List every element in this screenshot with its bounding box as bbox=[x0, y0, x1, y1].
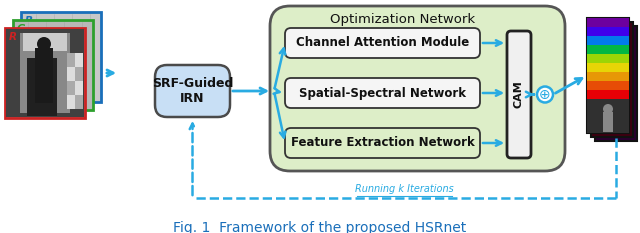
Text: Running k Iterations: Running k Iterations bbox=[355, 184, 454, 194]
Bar bbox=[20, 33, 70, 113]
Bar bbox=[603, 112, 613, 132]
Text: SRF-Guided
IRN: SRF-Guided IRN bbox=[152, 77, 233, 105]
Text: Optimization Network: Optimization Network bbox=[330, 13, 475, 25]
FancyBboxPatch shape bbox=[507, 31, 531, 158]
Bar bbox=[587, 36, 629, 45]
FancyBboxPatch shape bbox=[270, 6, 565, 171]
FancyBboxPatch shape bbox=[285, 28, 480, 58]
Text: R: R bbox=[9, 32, 17, 42]
Bar bbox=[587, 27, 629, 36]
FancyBboxPatch shape bbox=[285, 78, 480, 108]
Bar bbox=[591, 22, 633, 137]
Bar bbox=[75, 81, 83, 95]
Bar bbox=[67, 95, 75, 109]
Bar bbox=[587, 18, 629, 133]
Bar bbox=[587, 63, 629, 72]
Text: Fig. 1  Framework of the proposed HSRnet: Fig. 1 Framework of the proposed HSRnet bbox=[173, 221, 467, 233]
Bar bbox=[587, 72, 629, 81]
Circle shape bbox=[37, 37, 51, 51]
Text: Feature Extraction Network: Feature Extraction Network bbox=[291, 137, 474, 150]
Bar bbox=[587, 45, 629, 54]
FancyBboxPatch shape bbox=[155, 65, 230, 117]
Bar bbox=[67, 67, 75, 81]
Circle shape bbox=[537, 86, 553, 103]
Text: Channel Attention Module: Channel Attention Module bbox=[296, 37, 469, 49]
Bar bbox=[75, 53, 83, 67]
Bar bbox=[5, 28, 85, 118]
Circle shape bbox=[603, 104, 613, 114]
Bar bbox=[35, 48, 53, 103]
Text: G: G bbox=[17, 24, 26, 34]
Bar bbox=[27, 58, 57, 116]
Bar bbox=[67, 53, 75, 67]
Bar bbox=[75, 95, 83, 109]
Bar bbox=[587, 54, 629, 63]
Bar bbox=[587, 81, 629, 90]
Text: Spatial-Spectral Network: Spatial-Spectral Network bbox=[299, 86, 466, 99]
Bar bbox=[6, 29, 84, 117]
Bar bbox=[595, 26, 637, 141]
Bar bbox=[587, 18, 629, 27]
Bar bbox=[587, 90, 629, 99]
Bar bbox=[75, 67, 83, 81]
Text: CAM: CAM bbox=[514, 81, 524, 108]
Text: ⊕: ⊕ bbox=[539, 88, 551, 102]
FancyBboxPatch shape bbox=[285, 128, 480, 158]
Bar bbox=[21, 12, 101, 102]
Bar bbox=[13, 20, 93, 110]
Text: B: B bbox=[25, 16, 33, 26]
Bar bbox=[67, 81, 75, 95]
Bar bbox=[587, 99, 629, 133]
Bar bbox=[23, 33, 67, 51]
